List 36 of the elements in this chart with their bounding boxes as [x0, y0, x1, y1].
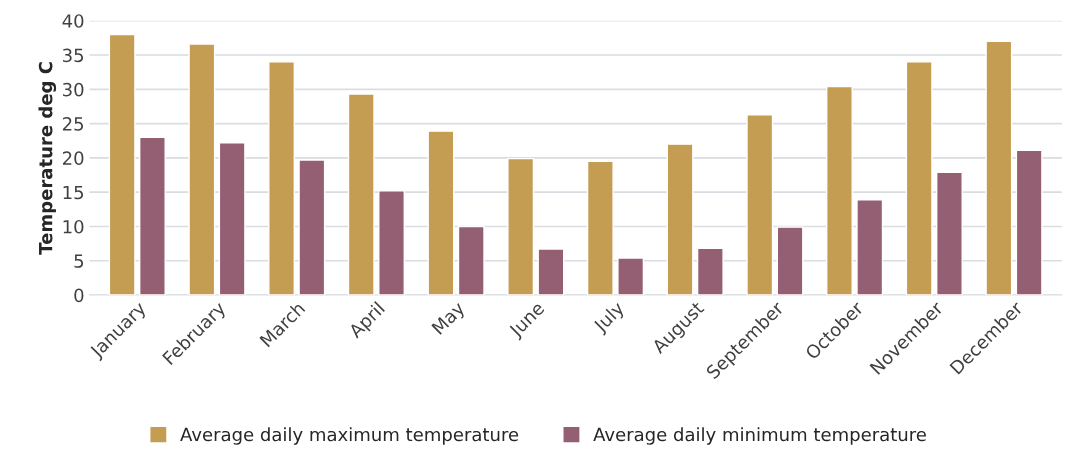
y-tick-label: 0 — [74, 288, 84, 303]
y-axis-title: Temperature deg C — [38, 62, 57, 255]
y-tick-label: 15 — [63, 185, 84, 200]
bar — [378, 190, 405, 296]
bar — [537, 248, 565, 296]
bar — [268, 61, 296, 296]
bar — [666, 143, 694, 296]
bar — [586, 160, 614, 296]
legend-label: Average daily minimum temperature — [593, 427, 926, 445]
y-tick-label: 20 — [62, 151, 84, 166]
bar — [936, 171, 963, 296]
bar — [138, 136, 166, 296]
legend-label: Average daily maximum temperature — [180, 427, 519, 445]
bar — [347, 93, 375, 296]
bar — [985, 40, 1013, 296]
bar — [776, 226, 804, 296]
bar — [746, 113, 774, 296]
y-tick-label: 35 — [63, 48, 84, 63]
bar — [457, 225, 485, 296]
y-tick-label: 25 — [62, 117, 84, 131]
y-tick-label: 30 — [63, 82, 84, 97]
bar — [856, 199, 884, 296]
bar — [1015, 149, 1043, 296]
y-tick-label: 40 — [62, 14, 84, 28]
bar — [696, 247, 724, 296]
bar — [617, 257, 645, 296]
bar — [905, 61, 933, 296]
bar — [427, 130, 455, 296]
bar — [507, 157, 535, 296]
y-tick-label: 5 — [74, 254, 84, 268]
bar — [188, 43, 216, 296]
y-tick-label: 10 — [63, 219, 84, 234]
bar — [108, 33, 136, 296]
bar — [298, 159, 326, 296]
bar — [826, 85, 853, 296]
bar — [218, 142, 246, 296]
